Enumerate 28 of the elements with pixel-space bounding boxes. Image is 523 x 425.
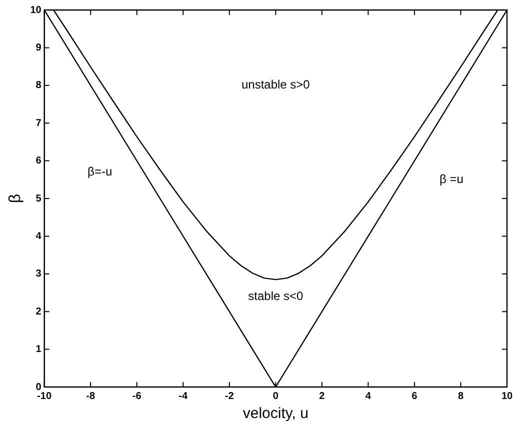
x-tick-label: -4 [178, 390, 188, 402]
y-tick-label: 9 [36, 42, 42, 54]
y-tick-label: 1 [36, 344, 42, 356]
y-tick-label: 8 [36, 80, 42, 92]
annotation: β =u [440, 172, 464, 186]
annotation: stable s<0 [248, 288, 304, 303]
y-tick-label: 4 [36, 230, 42, 242]
y-tick-label: 6 [36, 156, 42, 167]
y-tick-label: 2 [36, 306, 42, 318]
x-tick-label: 8 [458, 390, 464, 402]
y-tick-label: 3 [36, 268, 42, 280]
x-tick-label: 4 [365, 390, 372, 402]
x-axis-title: velocity, u [242, 405, 308, 422]
annotation: unstable s>0 [241, 78, 310, 92]
x-tick-label: -8 [86, 390, 96, 402]
y-axis-title: β [7, 194, 24, 204]
x-tick-label: 0 [272, 390, 279, 402]
annotation: β=-u [88, 164, 112, 178]
x-tick-label: -6 [132, 390, 142, 402]
x-tick-label: -10 [37, 390, 52, 402]
y-tick-label: 10 [30, 4, 42, 16]
y-tick-label: 0 [36, 382, 42, 393]
x-tick-label: 2 [319, 390, 326, 402]
x-tick-label: -2 [224, 390, 234, 402]
x-tick-label: 6 [412, 390, 418, 402]
y-tick-label: 7 [36, 118, 42, 129]
y-tick-label: 5 [36, 193, 42, 204]
x-tick-label: 10 [501, 390, 513, 402]
